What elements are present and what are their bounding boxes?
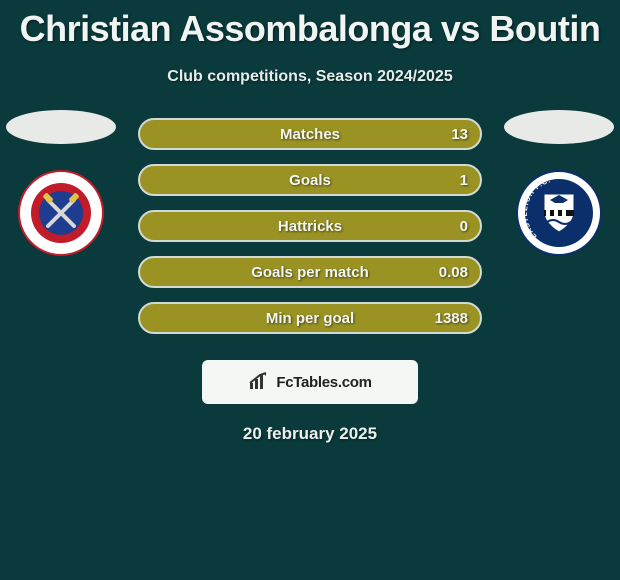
- page-title: Christian Assombalonga vs Boutin: [0, 0, 620, 50]
- stat-value-right: 13: [451, 126, 468, 143]
- right-player-avatar: [504, 110, 614, 144]
- stat-value-right: 0: [460, 218, 468, 235]
- stat-value-right: 1: [460, 172, 468, 189]
- svg-text:1992: 1992: [53, 243, 69, 250]
- brand-text: FcTables.com: [276, 374, 371, 391]
- stat-label: Goals per match: [251, 264, 369, 281]
- stat-row-gpm: Goals per match 0.08: [138, 256, 482, 288]
- fctables-logo-icon: [248, 371, 270, 393]
- stat-value-right: 0.08: [439, 264, 468, 281]
- subtitle: Club competitions, Season 2024/2025: [0, 68, 620, 86]
- stat-row-hattricks: Hattricks 0: [138, 210, 482, 242]
- stat-label: Min per goal: [266, 310, 354, 327]
- brand-badge: FcTables.com: [202, 360, 418, 404]
- left-player-avatar: [6, 110, 116, 144]
- eastleigh-badge-icon: EASTLEIGH F.C.: [516, 170, 602, 256]
- stat-row-goals: Goals 1: [138, 164, 482, 196]
- stat-label: Goals: [289, 172, 331, 189]
- left-club-badge: DAGENHAM & REDBRIDGE 1992: [18, 170, 104, 256]
- stat-value-right: 1388: [435, 310, 468, 327]
- dagenham-redbridge-badge-icon: DAGENHAM & REDBRIDGE 1992: [18, 170, 104, 256]
- stat-row-mpg: Min per goal 1388: [138, 302, 482, 334]
- right-club-badge: EASTLEIGH F.C.: [516, 170, 602, 256]
- stat-label: Hattricks: [278, 218, 342, 235]
- stat-row-matches: Matches 13: [138, 118, 482, 150]
- comparison-area: DAGENHAM & REDBRIDGE 1992 EASTLEIGH F.C.: [0, 118, 620, 348]
- date-label: 20 february 2025: [0, 424, 620, 444]
- stat-label: Matches: [280, 126, 340, 143]
- stat-bars: Matches 13 Goals 1 Hattricks 0 Goals per…: [138, 118, 482, 348]
